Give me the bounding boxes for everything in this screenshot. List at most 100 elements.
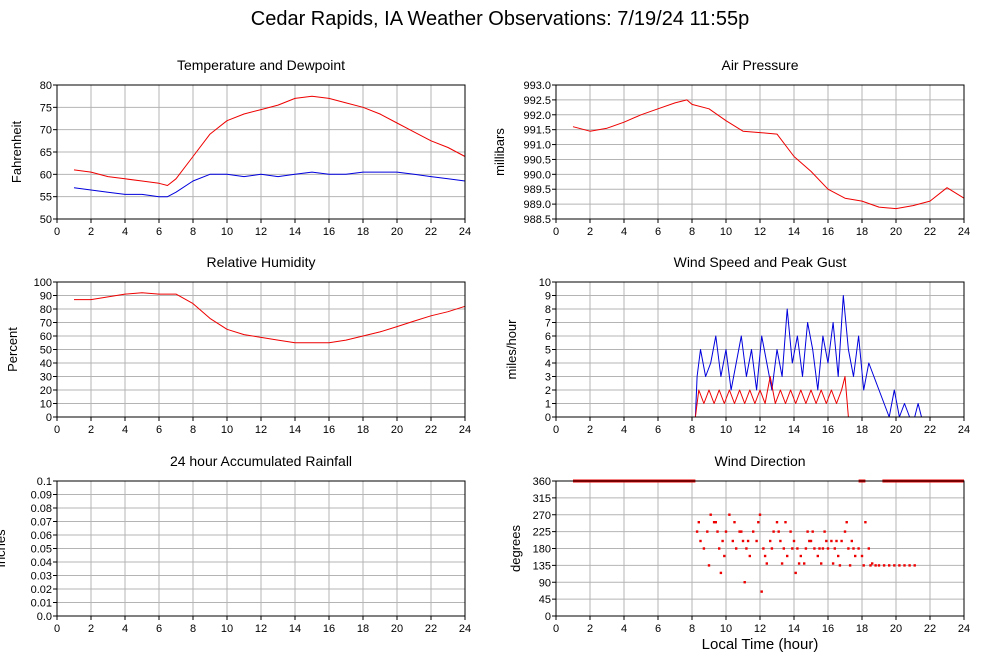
data-point — [762, 547, 765, 550]
data-point — [913, 564, 916, 567]
y-tick-label: 990.0 — [523, 169, 551, 181]
y-tick-label: 0.06 — [31, 530, 52, 542]
data-point — [831, 562, 835, 565]
y-tick-label: 40 — [40, 358, 52, 370]
y-tick-label: 315 — [533, 493, 551, 505]
data-point — [765, 562, 768, 565]
chart-title: Temperature and Dewpoint — [177, 57, 345, 73]
data-point — [777, 530, 780, 533]
x-tick-label: 10 — [221, 623, 233, 635]
data-point — [741, 539, 745, 543]
x-tick-label: 8 — [689, 424, 695, 436]
chart-temp: 0 2 4 6 8 10 12 14 16 18 20 22 2450556065707580Tempe… — [9, 57, 471, 238]
y-tick-label: 989.0 — [523, 199, 551, 211]
x-tick-label: 2 — [88, 424, 94, 436]
x-tick-label: 22 — [425, 623, 437, 635]
data-point — [797, 562, 801, 565]
y-tick-label: 0.1 — [37, 476, 52, 488]
y-tick-label: 0.05 — [31, 544, 52, 556]
chart-rh: 0 2 4 6 8 10 12 14 16 18 20 22 240102030405060708090… — [5, 254, 471, 436]
x-tick-label: 20 — [890, 623, 902, 635]
x-tick-label: 8 — [190, 424, 196, 436]
data-point — [823, 530, 826, 533]
data-point — [882, 564, 886, 567]
x-tick-label: 6 — [156, 424, 162, 436]
y-tick-label: 1 — [545, 399, 551, 411]
data-point — [908, 564, 911, 567]
y-tick-label: 0.0 — [37, 611, 52, 623]
data-point — [806, 530, 809, 533]
y-axis-label: Percent — [5, 327, 20, 372]
data-point — [826, 547, 830, 550]
data-point — [792, 539, 796, 543]
chart-rain: 0 2 4 6 8 10 12 14 16 18 20 22 240.00.010.020.030.04… — [0, 453, 471, 635]
y-tick-label: 990.5 — [523, 154, 551, 166]
data-point — [864, 521, 867, 524]
data-point — [803, 562, 806, 565]
x-tick-label: 10 — [720, 226, 732, 238]
x-tick-label: 0 — [553, 623, 559, 635]
y-tick-label: 360 — [533, 476, 551, 488]
data-point — [719, 571, 723, 575]
x-tick-label: 22 — [924, 424, 936, 436]
y-tick-label: 993.0 — [523, 80, 551, 92]
x-tick-label: 14 — [788, 424, 800, 436]
chart-title: 24 hour Accumulated Rainfall — [170, 453, 352, 469]
y-tick-label: 65 — [40, 147, 52, 159]
data-point — [811, 530, 814, 533]
data-point — [733, 521, 736, 524]
data-point — [748, 554, 751, 558]
x-tick-label: 2 — [88, 623, 94, 635]
data-point — [743, 581, 746, 584]
x-tick-label: 22 — [924, 226, 936, 238]
x-tick-label: 0 — [54, 226, 60, 238]
data-point — [697, 521, 700, 524]
data-point — [723, 554, 726, 558]
data-point — [838, 564, 842, 567]
data-point — [816, 554, 819, 558]
x-tick-label: 24 — [459, 424, 471, 436]
data-point — [837, 554, 840, 558]
x-tick-label: 10 — [720, 623, 732, 635]
y-tick-label: 60 — [40, 331, 52, 343]
y-tick-label: 90 — [539, 577, 551, 589]
data-point — [775, 521, 779, 524]
data-point — [820, 562, 823, 565]
data-point — [786, 554, 789, 558]
x-tick-label: 18 — [856, 623, 868, 635]
data-point — [721, 539, 724, 543]
data-point — [874, 564, 877, 567]
data-point — [706, 530, 709, 533]
data-point — [808, 539, 811, 543]
x-tick-label: 22 — [924, 623, 936, 635]
data-point — [740, 530, 743, 533]
y-tick-label: 100 — [34, 277, 52, 289]
y-axis-label: millibars — [492, 128, 507, 176]
data-point — [769, 539, 772, 543]
y-axis-label: Fahrenheit — [9, 121, 24, 184]
data-point — [780, 562, 784, 565]
x-tick-label: 14 — [788, 623, 800, 635]
x-tick-label: 4 — [122, 226, 128, 238]
y-tick-label: 0.03 — [31, 571, 52, 583]
x-tick-label: 16 — [323, 424, 335, 436]
data-point — [782, 547, 785, 550]
data-point — [709, 513, 712, 516]
data-point — [903, 564, 906, 567]
y-tick-label: 3 — [545, 372, 551, 384]
data-point — [731, 539, 734, 543]
x-tick-label: 4 — [621, 424, 627, 436]
chart-title: Wind Speed and Peak Gust — [674, 254, 847, 270]
data-point — [869, 564, 872, 567]
x-tick-label: 22 — [425, 424, 437, 436]
data-point — [789, 530, 792, 533]
x-tick-label: 4 — [122, 424, 128, 436]
y-axis-label: miles/hour — [504, 319, 519, 380]
data-point — [752, 530, 755, 533]
x-tick-label: 20 — [391, 623, 403, 635]
data-point — [735, 547, 738, 550]
x-tick-label: 6 — [655, 226, 661, 238]
x-tick-label: 12 — [255, 623, 267, 635]
y-tick-label: 0 — [545, 412, 551, 424]
x-tick-label: 24 — [958, 623, 970, 635]
